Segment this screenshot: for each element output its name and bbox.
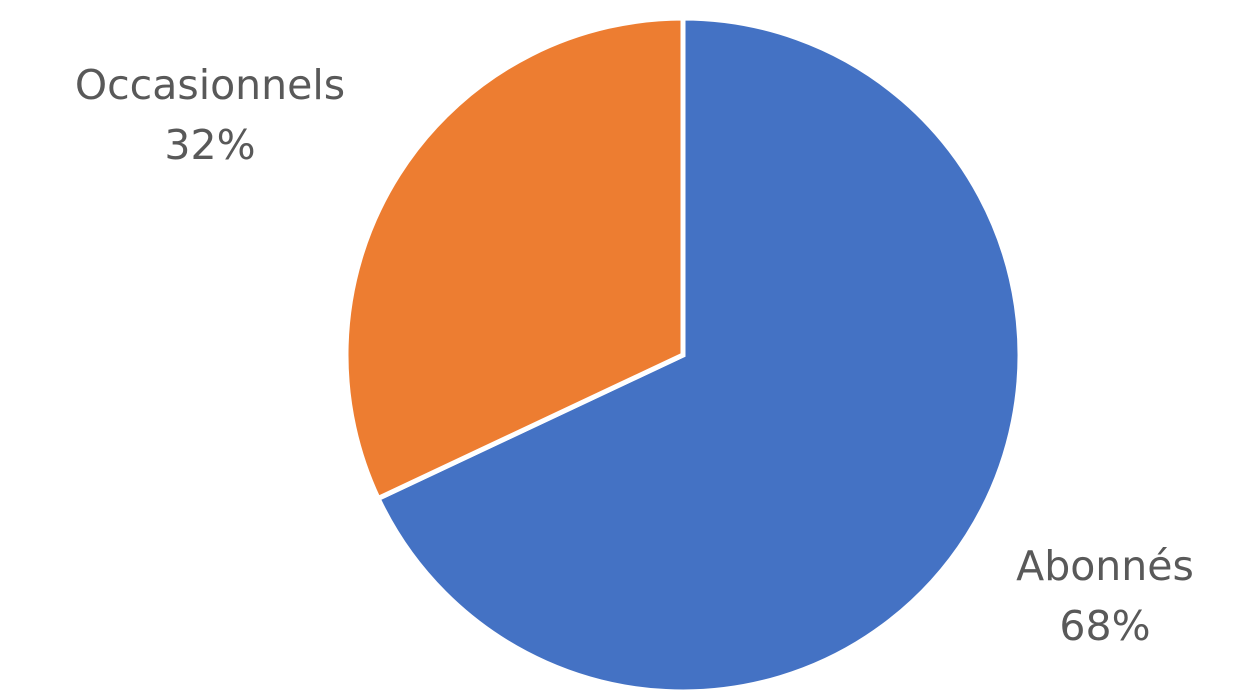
data-label-abonnes: Abonnés 68%	[960, 536, 1250, 656]
pie-slice-abonnes	[374, 15, 1023, 695]
data-label-occasionnels-name: Occasionnels	[74, 61, 346, 109]
data-label-occasionnels: Occasionnels 32%	[60, 55, 360, 175]
data-label-occasionnels-value: 32%	[164, 121, 256, 169]
data-label-abonnes-name: Abonnés	[1016, 542, 1194, 590]
data-label-abonnes-value: 68%	[1059, 602, 1151, 650]
pie-slice-occasionnels	[343, 15, 686, 502]
